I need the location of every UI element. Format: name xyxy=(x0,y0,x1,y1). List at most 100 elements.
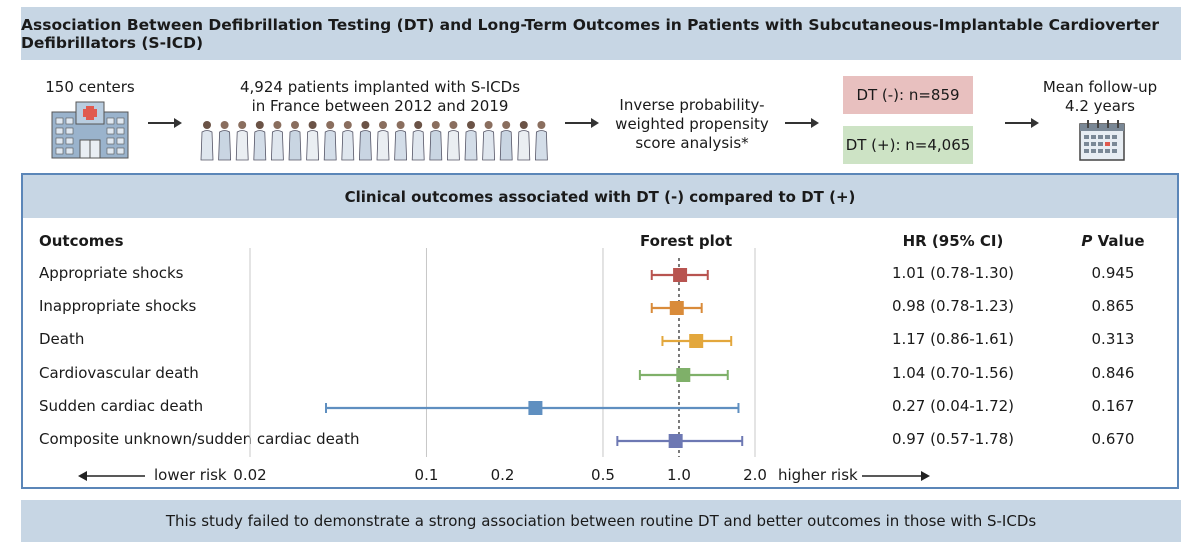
outcome-label: Cardiovascular death xyxy=(39,364,199,382)
analysis-line-3: score analysis* xyxy=(635,134,749,152)
patient-gown xyxy=(464,130,478,161)
patient-head xyxy=(273,121,282,129)
patient-figure xyxy=(464,121,478,161)
patient-gown xyxy=(270,130,284,161)
calendar-icon xyxy=(1079,120,1125,161)
flow-arrow xyxy=(565,118,599,128)
p-value: 0.313 xyxy=(1091,330,1135,348)
patient-figure xyxy=(394,121,408,161)
outcomes-panel: Clinical outcomes associated with DT (-)… xyxy=(21,173,1179,489)
patients-line-1: 4,924 patients implanted with S-ICDs xyxy=(239,78,521,96)
p-value: 0.865 xyxy=(1091,297,1135,315)
patient-head xyxy=(203,121,211,129)
patient-figure xyxy=(341,121,355,161)
outcome-label: Appropriate shocks xyxy=(39,264,184,282)
tick-label: 0.5 xyxy=(591,466,615,484)
patient-gown xyxy=(288,130,302,161)
patient-head xyxy=(396,121,405,129)
outcome-label: Death xyxy=(39,330,85,348)
outcome-label: Sudden cardiac death xyxy=(39,397,204,415)
patient-head xyxy=(537,121,546,129)
p-value: 0.167 xyxy=(1091,397,1135,415)
patients-icon xyxy=(200,121,548,161)
patient-figure xyxy=(235,121,249,161)
patient-figure xyxy=(411,121,425,161)
lower-risk-arrowhead xyxy=(78,471,87,481)
patient-figure xyxy=(482,121,496,161)
higher-risk-label: higher risk xyxy=(778,466,858,484)
hospital-icon xyxy=(51,101,129,159)
flow-arrow xyxy=(148,118,182,128)
patient-head xyxy=(484,121,493,129)
analysis-line-1: Inverse probability- xyxy=(619,96,765,114)
patient-figure xyxy=(429,121,443,161)
patient-figure xyxy=(253,121,267,161)
patient-gown xyxy=(499,130,513,161)
patient-gown xyxy=(394,130,408,161)
patient-head xyxy=(220,121,229,129)
flow-arrow xyxy=(1005,118,1039,128)
patient-figure xyxy=(358,121,372,161)
patient-gown xyxy=(411,130,425,161)
col-p-value: P Value xyxy=(1063,232,1163,250)
patient-gown xyxy=(235,130,249,161)
patient-gown xyxy=(358,130,372,161)
hr-value: 1.01 (0.78-1.30) xyxy=(891,264,1015,282)
patient-head xyxy=(308,121,317,129)
patient-figure xyxy=(218,121,232,161)
patient-head xyxy=(431,121,440,129)
patient-head xyxy=(519,121,528,129)
p-value: 0.945 xyxy=(1091,264,1135,282)
tick-label: 1.0 xyxy=(667,466,691,484)
tick-label: 0.1 xyxy=(414,466,439,484)
outcome-label: Inappropriate shocks xyxy=(39,297,197,315)
patient-gown xyxy=(200,130,214,161)
patient-figure xyxy=(323,121,337,161)
col-p-italic: P xyxy=(1081,232,1093,250)
patient-figure xyxy=(534,121,548,161)
p-value: 0.846 xyxy=(1091,364,1135,382)
hr-marker xyxy=(689,334,704,348)
col-p-rest: Value xyxy=(1092,232,1145,250)
patient-gown xyxy=(341,130,355,161)
col-forest-plot: Forest plot xyxy=(640,232,733,250)
patients-line-2: in France between 2012 and 2019 xyxy=(251,97,509,115)
patient-head xyxy=(502,121,511,129)
analysis-label: Inverse probability- weighted propensity… xyxy=(612,96,772,153)
patient-head xyxy=(414,121,423,129)
dt-negative-box: DT (-): n=859 xyxy=(843,76,973,114)
conclusion-banner: This study failed to demonstrate a stron… xyxy=(21,500,1181,542)
patient-head xyxy=(255,121,264,129)
patient-gown xyxy=(517,130,531,161)
patient-head xyxy=(449,121,458,129)
patient-gown xyxy=(534,130,548,161)
patient-figure xyxy=(446,121,460,161)
patient-figure xyxy=(306,121,320,161)
patient-gown xyxy=(253,130,267,161)
tick-label: 0.2 xyxy=(490,466,515,484)
analysis-line-2: weighted propensity xyxy=(615,115,769,133)
tick-label: 2.0 xyxy=(743,466,767,484)
centers-label: 150 centers xyxy=(45,78,135,96)
hr-value: 0.27 (0.04-1.72) xyxy=(891,397,1015,415)
patient-head xyxy=(467,121,475,129)
hr-value: 1.04 (0.70-1.56) xyxy=(891,364,1015,382)
patient-gown xyxy=(323,130,337,161)
patient-figure xyxy=(517,121,531,161)
patient-figure xyxy=(288,121,302,161)
col-outcomes: Outcomes xyxy=(39,232,124,250)
patient-gown xyxy=(429,130,443,161)
flow-arrow xyxy=(785,118,819,128)
hr-value: 1.17 (0.86-1.61) xyxy=(891,330,1015,348)
tick-label: 0.02 xyxy=(233,466,267,484)
patient-gown xyxy=(482,130,496,161)
patient-figure xyxy=(499,121,513,161)
followup-line-2: 4.2 years xyxy=(1065,97,1135,115)
lower-risk-label: lower risk xyxy=(154,466,227,484)
col-hr: HR (95% CI) xyxy=(902,232,1004,250)
patient-gown xyxy=(446,130,460,161)
patient-figure xyxy=(376,121,390,161)
hr-value: 0.97 (0.57-1.78) xyxy=(891,430,1015,448)
patient-gown xyxy=(218,130,232,161)
patient-head xyxy=(238,121,247,129)
